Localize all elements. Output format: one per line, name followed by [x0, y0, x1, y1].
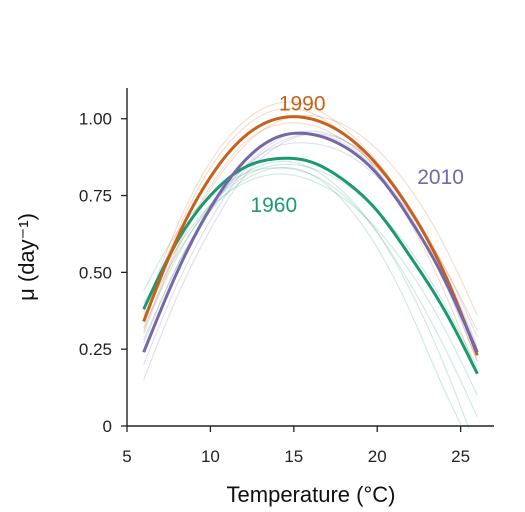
y-tick-label: 0.25	[79, 340, 112, 359]
background-curve	[143, 163, 478, 368]
x-tick-label: 25	[451, 447, 470, 466]
x-axis-title: Temperature (°C)	[227, 482, 396, 507]
y-tick-label: 1.00	[79, 110, 112, 129]
x-tick-label: 15	[284, 447, 303, 466]
series-labels: 1960 1990 2010	[250, 92, 464, 216]
series-curve-1990	[142, 115, 479, 356]
background-curve	[143, 107, 478, 374]
series-curve-1960	[142, 156, 479, 375]
series-curves	[142, 115, 479, 375]
y-ticks: 0 0.25 0.50 0.75 1.00	[79, 110, 127, 436]
series-label-2010: 2010	[417, 166, 464, 189]
y-axis-title: μ (day⁻¹)	[14, 213, 39, 301]
series-label-1960: 1960	[250, 194, 297, 217]
background-curve	[143, 160, 470, 429]
background-curves	[143, 101, 478, 429]
y-tick-label: 0	[103, 417, 112, 436]
y-tick-label: 0.50	[79, 263, 112, 282]
y-tick-label: 0.75	[79, 187, 112, 206]
background-curve	[143, 173, 478, 396]
x-tick-label: 5	[122, 447, 131, 466]
background-curve	[143, 101, 478, 362]
series-label-1990: 1990	[279, 92, 326, 115]
x-tick-label: 10	[201, 447, 220, 466]
x-tick-label: 20	[368, 447, 387, 466]
x-ticks: 5 10 15 20 25	[122, 426, 470, 466]
series-curve-2010	[142, 131, 479, 353]
background-curve	[143, 167, 478, 418]
background-curve	[143, 122, 478, 338]
